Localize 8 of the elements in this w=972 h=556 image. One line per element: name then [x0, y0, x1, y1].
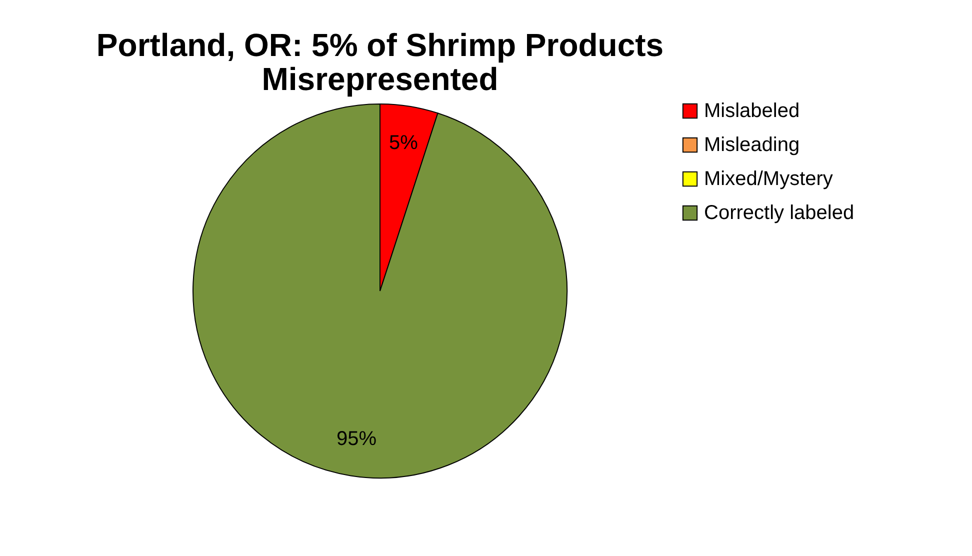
- pie-slice: [192, 104, 568, 478]
- legend-label: Mislabeled: [704, 100, 800, 122]
- legend-label: Correctly labeled: [704, 202, 854, 224]
- data-label: 5%: [389, 132, 418, 154]
- legend-label: Mixed/Mystery: [704, 168, 833, 190]
- data-label: 95%: [336, 428, 377, 450]
- chart-title: Portland, OR: 5% of Shrimp Products Misrepresented: [96, 27, 664, 97]
- legend-label: Misleading: [704, 134, 800, 156]
